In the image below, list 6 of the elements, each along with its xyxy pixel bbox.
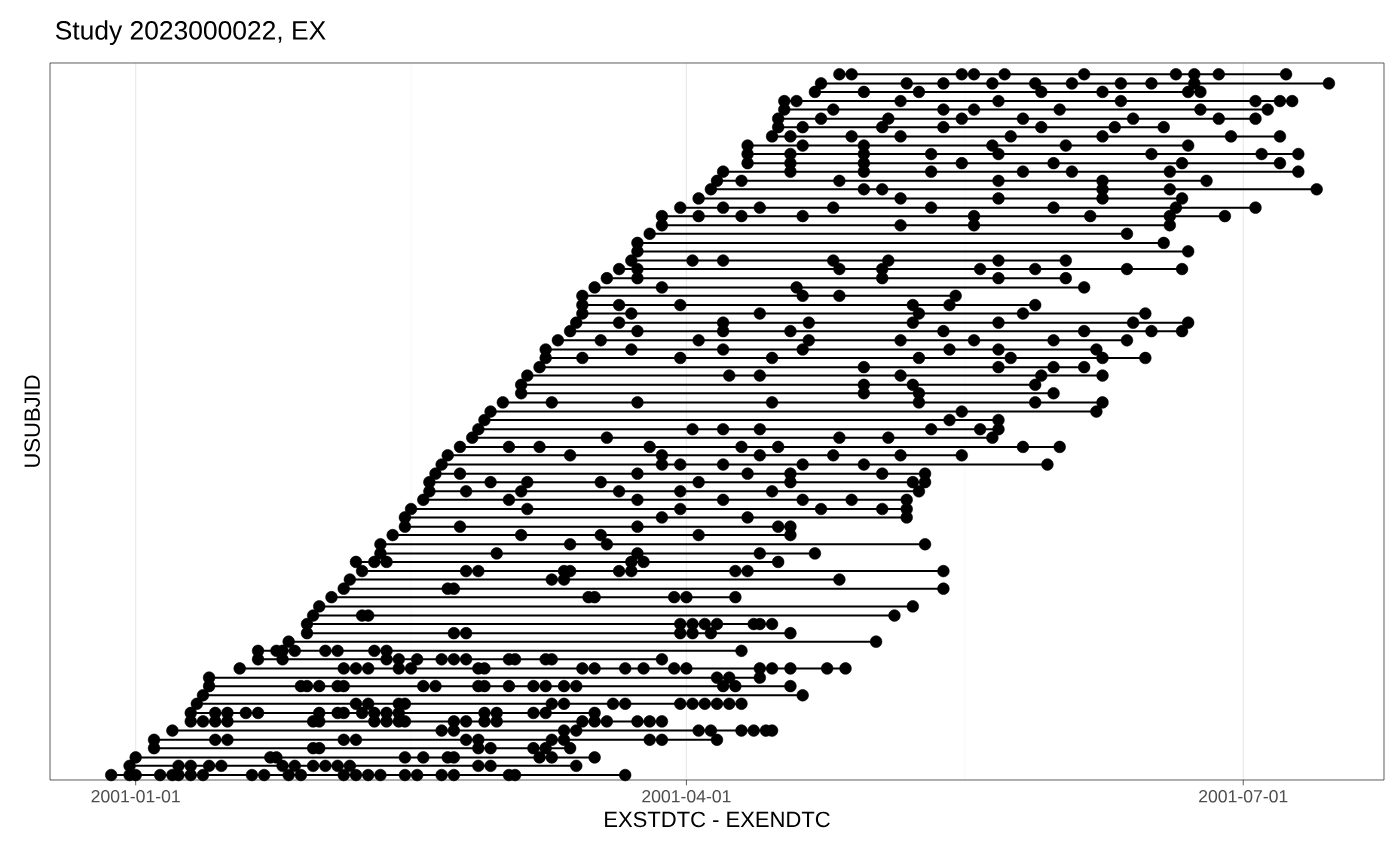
x-tick-label: 2001-04-01 xyxy=(642,790,731,803)
x-axis-title: EXSTDTC - EXENDTC xyxy=(605,811,830,828)
chart-title: Study 2023000022, EX xyxy=(55,20,326,45)
x-tick-label: 2001-01-01 xyxy=(91,790,180,803)
x-tick-label: 2001-07-01 xyxy=(1199,790,1288,803)
y-axis-title: USUBJID xyxy=(24,375,40,467)
